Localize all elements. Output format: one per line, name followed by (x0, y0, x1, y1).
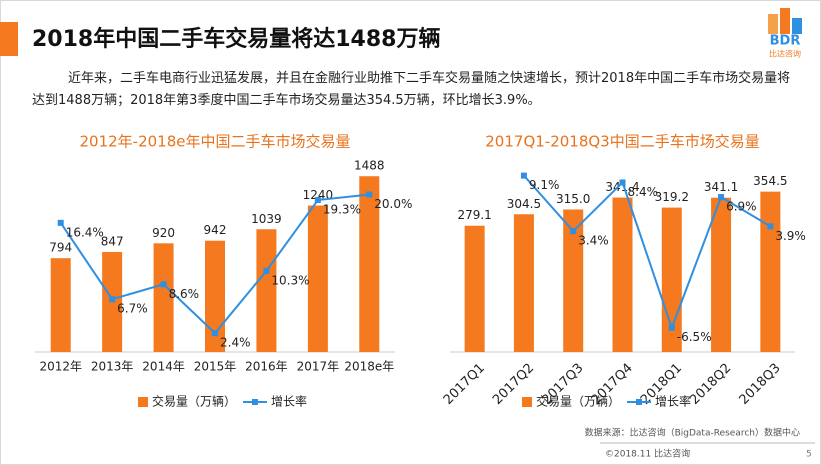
value-label: 341.1 (704, 180, 738, 194)
logo: BDR 比达咨询 (768, 8, 802, 59)
value-label: 6.7% (117, 302, 147, 316)
x-tick-label: 2018e年 (344, 360, 394, 374)
value-label: 8.4% (628, 185, 659, 199)
line-marker (718, 194, 725, 201)
legend-marker (252, 399, 258, 405)
value-label: 315.0 (556, 192, 590, 206)
bar (711, 197, 732, 352)
value-label: 319.2 (655, 190, 689, 204)
value-label: 20.0% (374, 197, 412, 211)
logo-sub: 比达咨询 (769, 49, 801, 59)
bar (307, 205, 328, 352)
x-tick-label: 2016年 (245, 360, 288, 374)
bar (513, 214, 534, 352)
value-label: 2.4% (220, 336, 251, 350)
title-bar (0, 22, 18, 56)
line-marker (520, 172, 527, 179)
line-marker (366, 191, 373, 198)
value-label: 942 (204, 223, 227, 237)
x-tick-label: 2014年 (142, 360, 185, 374)
bar (50, 258, 71, 352)
bar (760, 191, 781, 352)
line-marker (619, 179, 626, 186)
bar (153, 243, 174, 352)
legend-label: 增长率 (271, 394, 307, 409)
value-label: 1039 (251, 212, 282, 226)
line-marker (263, 267, 270, 274)
line-marker (160, 281, 167, 288)
x-tick-label: 2018Q2 (687, 361, 734, 408)
slide-title: 2018年中国二手车交易量将达1488万辆 (32, 26, 440, 52)
line-marker (109, 296, 116, 303)
line-marker (767, 223, 774, 230)
value-label: 279.1 (457, 208, 491, 222)
value-label: 8.6% (169, 287, 200, 301)
value-label: 9.1% (529, 178, 560, 192)
legend-swatch (522, 397, 532, 407)
legend-swatch (138, 397, 148, 407)
source: 数据来源：比达咨询（BigData-Research）数据中心 (585, 427, 800, 439)
value-label: 3.9% (775, 229, 806, 243)
x-tick-label: 2018Q3 (737, 361, 784, 408)
copyright: ©2018.11 比达咨询 (605, 448, 690, 460)
value-label: 1488 (354, 159, 385, 173)
line-marker (212, 330, 218, 337)
bar (256, 229, 277, 352)
line-marker (314, 197, 321, 204)
bar (205, 240, 225, 352)
paragraph: 近年来，二手车电商行业迅猛发展，并且在金融行业助推下二手车交易量随之快速增长，预… (32, 71, 791, 108)
value-label: 794 (49, 241, 72, 255)
value-label: 354.5 (753, 174, 787, 188)
line-marker (57, 219, 64, 226)
logo-block (792, 18, 802, 34)
value-label: 920 (152, 226, 175, 240)
value-label: 847 (101, 234, 124, 248)
chart-title: 2017Q1-2018Q3中国二手车市场交易量 (485, 133, 759, 151)
legend-marker (636, 399, 642, 405)
line-marker (570, 228, 577, 235)
logo-block (768, 14, 778, 34)
value-label: 19.3% (323, 203, 361, 217)
legend-label: 增长率 (655, 394, 691, 409)
legend-label: 交易量（万辆） (152, 394, 236, 409)
value-label: -6.5% (677, 330, 712, 344)
x-tick-label: 2013年 (91, 360, 134, 374)
x-tick-label: 2012年 (39, 360, 82, 374)
bar (563, 209, 584, 352)
value-label: 16.4% (66, 225, 104, 239)
bar (612, 197, 633, 352)
line (523, 174, 771, 331)
page-number: 5 (806, 450, 812, 460)
logo-text: BDR (770, 34, 801, 49)
bar (359, 176, 380, 352)
chart-title: 2012年-2018e年中国二手车市场交易量 (80, 133, 351, 151)
x-tick-label: 2017Q1 (441, 361, 488, 408)
x-tick-label: 2017年 (297, 360, 340, 374)
line-marker (668, 324, 675, 331)
legend-label: 交易量（万辆） (536, 394, 620, 409)
value-label: 304.5 (507, 197, 541, 211)
value-label: 6.9% (726, 200, 757, 214)
bar (464, 225, 485, 352)
value-label: 10.3% (271, 273, 309, 287)
logo-block (780, 8, 790, 34)
x-tick-label: 2015年 (194, 360, 237, 374)
value-label: 3.4% (578, 234, 609, 248)
